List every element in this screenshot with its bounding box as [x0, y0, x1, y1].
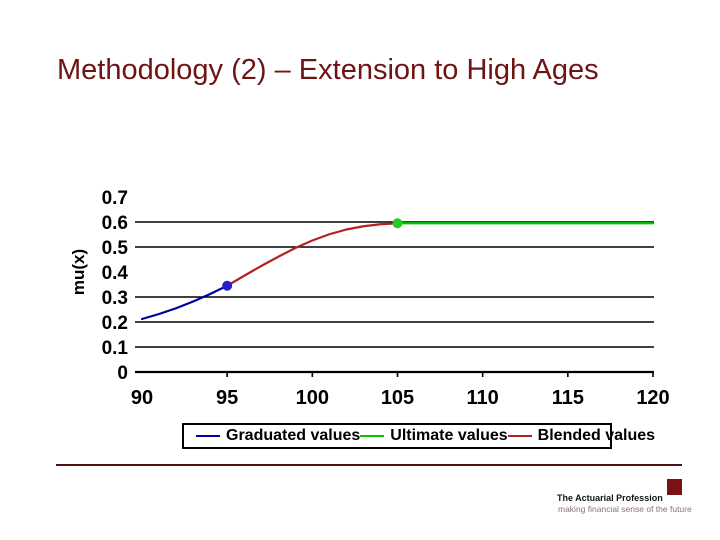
series-marker-ultimate-values — [392, 218, 403, 229]
legend-label-ultimate: Ultimate values — [390, 427, 508, 444]
series-marker-graduated-values — [222, 280, 233, 291]
y-tick-label: 0.6 — [102, 213, 128, 234]
series-line-graduated-values — [140, 284, 229, 321]
legend-item-blended: Blended values — [507, 427, 656, 445]
legend-item-graduated: Graduated values — [196, 427, 360, 445]
x-tick-label: 120 — [636, 387, 669, 409]
y-tick-label: 0.5 — [102, 238, 129, 259]
logo-subtitle: making financial sense of the future — [558, 504, 692, 514]
footer-divider-line — [56, 464, 682, 466]
y-tick-label: 0.1 — [102, 338, 129, 359]
y-tick-label: 0.3 — [102, 288, 128, 309]
legend-swatch-ultimate-icon — [360, 435, 385, 437]
x-tick-label: 110 — [467, 387, 499, 409]
y-tick-label: 0.2 — [102, 313, 128, 334]
legend-swatch-blended-icon — [507, 435, 532, 437]
x-tick-label: 105 — [381, 387, 414, 409]
logo-title: The Actuarial Profession — [557, 493, 663, 503]
series-line-blended-values — [226, 222, 399, 287]
line-chart: 90 95 100 105 110 115 120 0 0.1 0.2 0.3 0.4 0.5 0.6 0.… — [69, 188, 670, 409]
x-tick-label: 115 — [552, 387, 584, 409]
chart-legend: Graduated values Ultimate values Blended… — [182, 423, 655, 449]
legend-label-blended: Blended values — [537, 427, 656, 444]
legend-item-ultimate: Ultimate values — [360, 427, 508, 445]
legend-label-graduated: Graduated values — [226, 427, 361, 444]
legend-swatch-graduated-icon — [196, 435, 220, 437]
actuarial-profession-logo-icon — [667, 479, 682, 495]
x-tick-label: 100 — [296, 387, 329, 409]
y-tick-label: 0.4 — [102, 263, 129, 284]
slide-title: Methodology (2) – Extension to High Ages — [57, 54, 599, 86]
x-tick-label: 90 — [131, 387, 153, 409]
y-tick-label: 0.7 — [102, 188, 128, 209]
y-axis-title: mu(x) — [69, 249, 88, 295]
x-tick-label: 95 — [216, 387, 238, 409]
y-tick-label: 0 — [117, 363, 128, 384]
